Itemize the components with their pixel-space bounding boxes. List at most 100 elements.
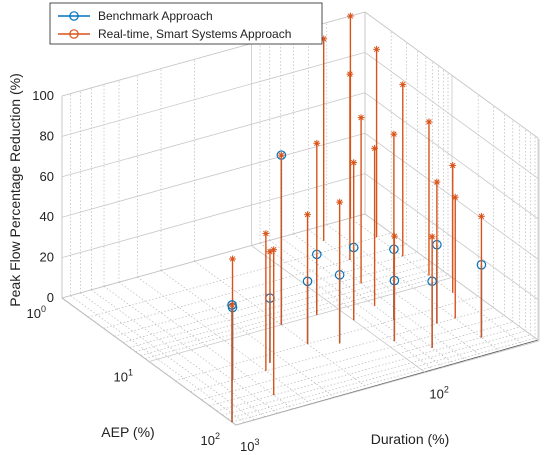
realtime-star-marker [304,211,311,219]
aep-tick-label: 101 [114,368,133,385]
realtime-star-marker [390,130,398,138]
star-arm [391,233,398,239]
duration-floor-gridline [137,276,312,405]
data-stems [227,12,487,423]
star-arm [229,256,236,262]
duration-floor-gridline [160,270,336,398]
duration-floor-gridline [103,286,279,414]
realtime-star-marker [373,45,380,53]
z-wall-gridline-right [364,132,539,260]
aep-tick-label: 100 [27,304,46,321]
star-arm [358,114,364,121]
star-arm [263,230,269,237]
star-arm [314,140,320,147]
z-tick-label: 100 [32,88,54,103]
aep-floor-gridline [148,277,453,362]
star-arm [336,199,343,205]
duration-floor-gridline [61,297,237,426]
star-arm [350,159,357,166]
duration-floor-gridline [91,289,266,418]
duration-floor-gridline [326,224,501,352]
realtime-star-marker [277,151,285,159]
duration-floor-gridline [269,240,444,368]
star-arm [429,234,435,240]
duration-floor-gridline [80,292,255,421]
aep-floor-gridline [231,337,536,423]
star-arm [452,194,458,200]
duration-floor-gridline [350,217,525,346]
tick-labels: 0 20 40 60 80 100 100 101 102 102 103 [27,88,449,454]
realtime-star-marker [371,144,378,152]
star-arm [278,152,285,158]
star-arm [373,46,380,53]
realtime-star-marker [399,81,407,88]
z-tick-label: 80 [40,128,54,143]
aep-floor-gridline [235,340,540,426]
realtime-star-marker [350,159,358,167]
realtime-star-marker [451,193,459,201]
axes-box-back [61,11,539,426]
z-wall-gridline-right [364,173,539,300]
aep-axis-label: AEP (%) [101,424,154,440]
aep-tick-label: 102 [201,431,220,448]
z-wall-gridline-right [364,213,539,341]
aep-floor-gridline [216,326,520,412]
z-wall-gridline-right [364,52,539,179]
aep-floor-gridline [144,274,449,359]
duration-floor-gridline [118,281,294,410]
duration-floor-gridline [194,261,369,389]
realtime-star-marker [425,118,433,126]
realtime-star-marker [478,212,485,220]
z-wall-gridline-left [61,173,366,258]
z-tick-label: 60 [40,169,54,184]
realtime-star-marker [346,70,354,78]
realtime-star-marker [262,230,270,237]
duration-tick-label: 103 [240,437,259,454]
aep-floor-gridline [201,315,505,401]
star-arm [426,119,432,125]
z-tick-label: 20 [40,250,54,265]
star-arm [434,179,440,185]
star-arm [347,71,353,77]
duration-axis-label: Duration (%) [371,431,450,447]
duration-floor-gridline [259,242,435,371]
star-arm [449,162,456,169]
realtime-star-marker [433,178,441,186]
z-axis-label: Peak Flow Percentage Reduction (%) [7,73,23,306]
aep-floor-gridline [209,321,513,407]
legend-benchmark-label: Benchmark Approach [98,9,213,23]
star-arm [371,145,378,152]
legend-realtime-label: Real-time, Smart Systems Approach [98,27,291,41]
realtime-star-marker [390,232,398,240]
aep-floor-gridline [140,271,444,356]
realtime-star-marker [313,139,321,147]
realtime-star-marker [228,301,236,309]
realtime-star-marker [357,114,365,122]
star-arm [270,246,277,253]
z-wall-gridline-left [61,132,366,218]
duration-floor-gridline [280,237,455,365]
realtime-star-marker [270,246,278,254]
aep-floor-gridline [88,232,392,318]
z-wall-gridline-left [61,52,366,137]
realtime-star-marker [229,255,236,263]
star-arm [391,131,397,137]
star-arm [304,211,311,218]
legend-realtime-marker [69,29,79,39]
realtime-star-marker [449,162,457,169]
z-wall-gridline-left [61,213,366,299]
realtime-star-marker [336,198,344,206]
z-wall-gridline-right [364,92,539,220]
star-arm [400,81,406,88]
duration-floor-gridline [308,229,483,357]
star-arm [478,213,485,220]
aep-floor-gridline [190,307,494,393]
z-tick-label: 0 [47,290,54,305]
z-tick-label: 40 [40,209,54,224]
duration-tick-label: 102 [429,385,448,402]
gridlines [61,11,540,426]
legend-box [49,2,323,45]
aep-floor-gridline [135,267,439,353]
legend: Benchmark Approach Real-time, Smart Syst… [49,2,323,45]
